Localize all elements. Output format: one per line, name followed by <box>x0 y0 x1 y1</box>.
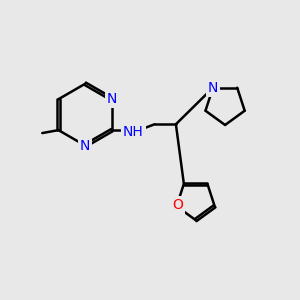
Text: N: N <box>208 81 218 95</box>
Text: N: N <box>80 139 90 153</box>
Text: NH: NH <box>123 124 144 139</box>
Text: O: O <box>172 198 183 212</box>
Text: N: N <box>107 92 117 106</box>
